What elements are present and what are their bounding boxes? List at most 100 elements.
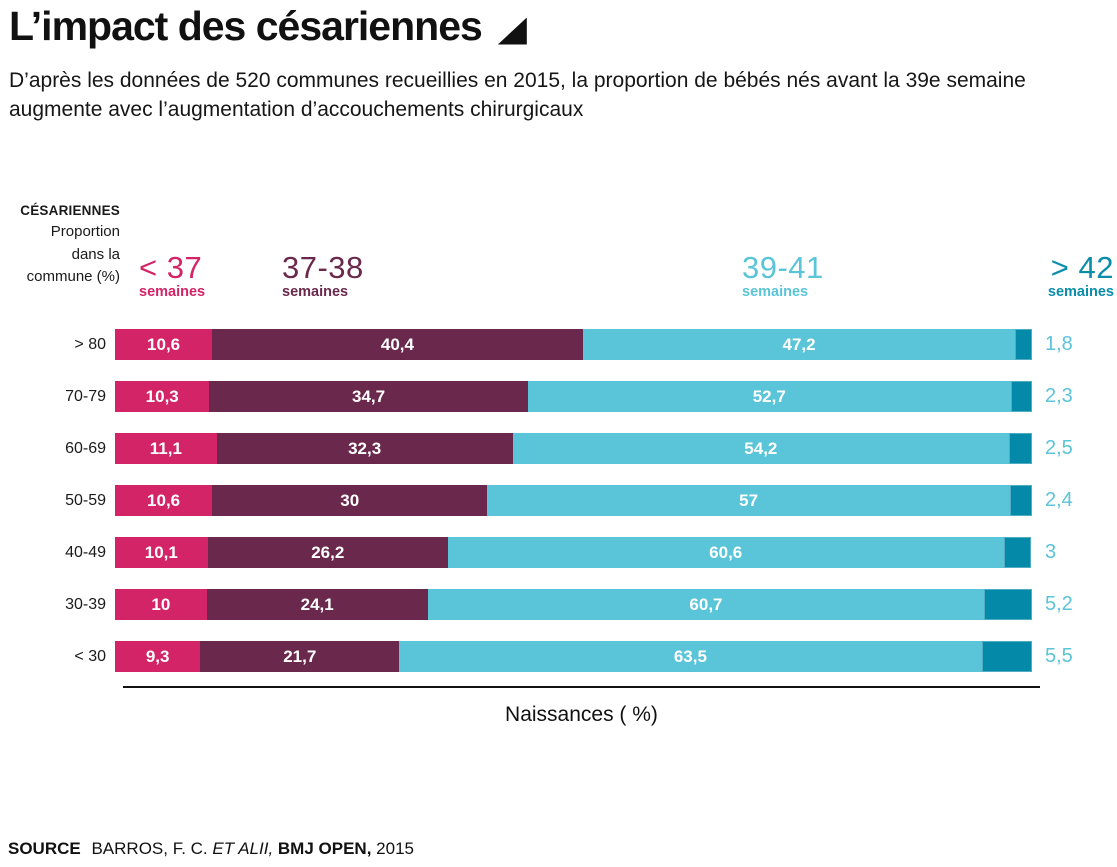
legend-item-sub: semaines	[139, 284, 206, 300]
bar-segment-label: 26,2	[311, 542, 345, 562]
stacked-bar: 10 24,1 60,7	[115, 589, 1032, 620]
bar-segment-label: 57	[739, 490, 759, 510]
y-axis-header-line: commune (%)	[26, 268, 120, 285]
bar-segment-label: 52,7	[752, 386, 786, 406]
bar-outside-label: 2,3	[1045, 385, 1073, 407]
bar-segment: 57	[487, 485, 1010, 516]
bar-segment: 11,1	[115, 433, 217, 464]
bar-segment-label: 9,3	[145, 646, 170, 666]
bar-segment-label: 10,6	[147, 334, 181, 354]
bar-segment-label: 40,4	[380, 334, 414, 354]
bar-segment-label: 47,2	[782, 334, 816, 354]
bar-outside-label: 5,2	[1045, 593, 1073, 615]
bar-segment	[1009, 433, 1033, 464]
legend-item-label: 37-38	[282, 250, 364, 285]
bar-segment: 34,7	[209, 381, 528, 412]
row-label: < 30	[74, 647, 106, 665]
y-axis-header-line: dans la	[71, 245, 120, 263]
legend-item: < 37 semaines	[139, 251, 205, 300]
bar-segment-label: 54,2	[744, 438, 778, 458]
bar-row: 50-59 10,6 30 57 2,4	[0, 485, 1117, 516]
bar-outside-label: 3	[1045, 541, 1057, 563]
bar-segment	[1010, 381, 1032, 412]
bar-segment-label: 11,1	[149, 438, 182, 458]
bar-segment-label: 63,5	[673, 646, 707, 666]
y-axis-title: CÉSARIENNES	[20, 203, 120, 218]
bar-outside-label: 2,4	[1045, 489, 1073, 511]
legend-item: 37-38 semaines	[282, 251, 364, 300]
bar-segment	[984, 589, 1032, 620]
bar-segment: 30	[212, 485, 488, 516]
x-axis-line	[123, 686, 1040, 688]
bar-segment-label: 10,3	[145, 386, 179, 406]
bar-segment-label: 32,3	[348, 438, 382, 458]
bar-row: < 30 9,3 21,7 63,5 5,5	[0, 641, 1117, 672]
page-subtitle: D’après les données de 520 communes recu…	[9, 66, 1109, 124]
bar-segment	[1003, 537, 1032, 568]
row-label: 40-49	[65, 543, 106, 561]
bar-row: 40-49 10,1 26,2 60,6 3	[0, 537, 1117, 568]
bar-segment: 10,1	[115, 537, 208, 568]
source-line: SOURCE BARROS, F. C. ET ALII, BMJ OPEN, …	[8, 839, 414, 859]
source-label: SOURCE	[8, 839, 81, 858]
page-title: L’impact des césariennes	[9, 3, 483, 49]
bar-segment	[981, 641, 1032, 672]
bar-segment: 10,6	[115, 485, 213, 516]
y-axis-header: CÉSARIENNES Proportion dans la commune (…	[0, 201, 120, 289]
bar-segment	[1015, 329, 1032, 360]
bar-segment-label: 34,7	[351, 386, 386, 406]
bar-segment: 10,6	[115, 329, 213, 360]
bar-segment: 10	[115, 589, 207, 620]
stacked-bar: 10,6 30 57	[115, 485, 1032, 516]
bar-segment-label: 10,1	[144, 542, 178, 562]
bar-segment-label: 10,6	[147, 490, 181, 510]
legend-item-label: 39-41	[742, 250, 824, 285]
row-label: > 80	[74, 335, 106, 353]
bar-segment: 40,4	[212, 329, 583, 360]
bar-segment-label: 10	[151, 594, 171, 614]
legend-item-sub: semaines	[282, 284, 349, 300]
triangle-icon	[497, 17, 527, 45]
source-authors: BARROS, F. C.	[91, 839, 208, 858]
bar-outside-label: 1,8	[1045, 333, 1073, 355]
bar-segment-label: 60,6	[709, 542, 743, 562]
bar-row: > 80 10,6 40,4 47,2 1,8	[0, 329, 1117, 360]
row-label: 30-39	[65, 595, 106, 613]
bar-segment: 47,2	[582, 329, 1016, 360]
row-label: 60-69	[65, 439, 106, 457]
legend-item-sub: semaines	[1047, 284, 1114, 300]
bar-segment-label: 60,7	[689, 594, 723, 614]
source-journal: BMJ OPEN,	[277, 839, 372, 858]
source-etal: ET ALII,	[212, 839, 274, 858]
legend-item: 39-41 semaines	[742, 251, 824, 300]
bar-segment: 60,7	[427, 589, 985, 620]
bar-outside-label: 5,5	[1045, 645, 1073, 667]
bar-segment: 10,3	[115, 381, 210, 412]
bar-segment: 60,6	[447, 537, 1004, 568]
bar-segment: 21,7	[200, 641, 400, 672]
bar-row: 70-79 10,3 34,7 52,7 2,3	[0, 381, 1117, 412]
row-label: 50-59	[65, 491, 106, 509]
stacked-bar: 11,1 32,3 54,2	[115, 433, 1033, 464]
stacked-bar: 10,6 40,4 47,2	[115, 329, 1032, 360]
bar-segment: 54,2	[512, 433, 1010, 464]
bar-segment	[1009, 485, 1032, 516]
y-axis-header-line: Proportion	[50, 223, 120, 240]
row-label: 70-79	[65, 387, 106, 405]
stacked-bar: 9,3 21,7 63,5	[115, 641, 1032, 672]
legend-item-label: > 42	[1050, 250, 1114, 285]
bar-segment: 63,5	[399, 641, 982, 672]
bar-segment: 26,2	[207, 537, 448, 568]
stacked-bar: 10,3 34,7 52,7	[115, 381, 1032, 412]
subtitle-line: D’après les données de 520 communes recu…	[9, 69, 941, 92]
bar-row: 30-39 10 24,1 60,7 5,2	[0, 589, 1117, 620]
bar-row: 60-69 11,1 32,3 54,2 2,5	[0, 433, 1117, 464]
bar-segment: 52,7	[527, 381, 1011, 412]
bar-outside-label: 2,5	[1045, 437, 1073, 459]
x-axis-label: Naissances ( %)	[505, 703, 658, 726]
bar-segment: 24,1	[206, 589, 428, 620]
bar-segment-label: 30	[340, 490, 360, 510]
header: L’impact des césariennes	[9, 0, 527, 52]
bar-segment-label: 24,1	[300, 594, 334, 614]
